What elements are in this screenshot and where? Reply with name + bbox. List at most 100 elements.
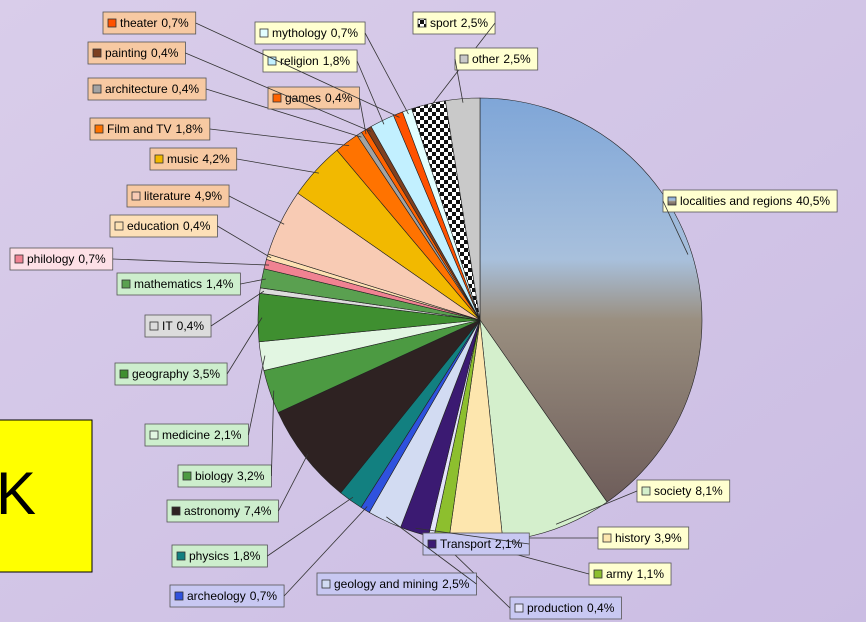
- value-label: 0,7%: [331, 26, 359, 40]
- label-text: geology and mining 2,5%: [334, 577, 470, 591]
- labels: localities and regions 40,5% society 8,1% hi…: [9, 11, 838, 620]
- value-label: 3,9%: [654, 531, 682, 545]
- slice-label: medicine 2,1%: [144, 423, 249, 447]
- label-text: music 4,2%: [167, 152, 230, 166]
- label-text: mythology 0,7%: [272, 26, 358, 40]
- legend-swatch: [417, 18, 427, 28]
- legend-swatch: [174, 591, 184, 601]
- legend-swatch: [14, 254, 24, 264]
- legend-swatch: [667, 196, 677, 206]
- category-name: mythology: [272, 26, 327, 40]
- leader-line: [415, 527, 530, 545]
- leader-line: [662, 200, 689, 255]
- label-text: society 8,1%: [654, 484, 723, 498]
- side-box: [0, 419, 93, 573]
- label-text: architecture 0,4%: [105, 82, 199, 96]
- legend-swatch: [154, 154, 164, 164]
- category-name: physics: [189, 549, 229, 563]
- label-text: philology 0,7%: [27, 252, 106, 266]
- legend-swatch: [602, 533, 612, 543]
- value-label: 8,1%: [695, 484, 723, 498]
- label-text: literature 4,9%: [144, 189, 222, 203]
- value-label: 2,5%: [461, 16, 489, 30]
- value-label: 0,4%: [587, 601, 615, 615]
- label-text: Transport 2,1%: [440, 537, 523, 551]
- legend-swatch: [94, 124, 104, 134]
- value-label: 1,8%: [233, 549, 261, 563]
- category-name: medicine: [162, 428, 210, 442]
- slice-label: history 3,9%: [597, 526, 690, 550]
- leader-line: [454, 58, 464, 103]
- legend-swatch: [92, 48, 102, 58]
- label-text: other 2,5%: [472, 52, 531, 66]
- value-label: 0,4%: [172, 82, 200, 96]
- slice-label: music 4,2%: [149, 147, 238, 171]
- slice-label: theater 0,7%: [102, 11, 197, 35]
- label-text: biology 3,2%: [195, 469, 265, 483]
- leader-line: [267, 496, 354, 557]
- label-text: medicine 2,1%: [162, 428, 242, 442]
- category-name: games: [285, 91, 321, 105]
- category-name: IT: [162, 319, 173, 333]
- legend-swatch: [119, 369, 129, 379]
- legend-swatch: [149, 430, 159, 440]
- leader-line: [217, 225, 272, 259]
- category-name: other: [472, 52, 499, 66]
- legend-swatch: [321, 579, 331, 589]
- leader-line: [209, 128, 350, 147]
- slice-label: biology 3,2%: [177, 464, 272, 488]
- slice-label: army 1,1%: [588, 562, 672, 586]
- value-label: 0,7%: [78, 252, 106, 266]
- legend-swatch: [131, 191, 141, 201]
- slice-label: IT 0,4%: [144, 314, 212, 338]
- label-text: localities and regions 40,5%: [680, 194, 830, 208]
- leader-line: [205, 88, 362, 138]
- leader-line: [185, 52, 371, 132]
- label-text: IT 0,4%: [162, 319, 204, 333]
- category-name: localities and regions: [680, 194, 792, 208]
- leader-line: [210, 290, 265, 327]
- legend-swatch: [149, 321, 159, 331]
- value-label: 40,5%: [796, 194, 830, 208]
- slice-label: painting 0,4%: [87, 41, 186, 65]
- leader-line: [358, 97, 367, 135]
- slice-label: other 2,5%: [454, 47, 539, 71]
- value-label: 2,5%: [442, 577, 470, 591]
- category-name: astronomy: [184, 504, 240, 518]
- value-label: 2,1%: [495, 537, 523, 551]
- pie-slice: [277, 319, 481, 494]
- category-name: geography: [132, 367, 189, 381]
- category-name: literature: [144, 189, 191, 203]
- value-label: 1,8%: [175, 122, 203, 136]
- leader-line: [270, 390, 275, 477]
- label-text: education 0,4%: [127, 219, 211, 233]
- value-label: 7,4%: [244, 504, 272, 518]
- label-text: games 0,4%: [285, 91, 353, 105]
- pie: [257, 97, 703, 543]
- label-text: theater 0,7%: [120, 16, 189, 30]
- slice-label: education 0,4%: [109, 214, 218, 238]
- slice-label: mythology 0,7%: [254, 21, 366, 45]
- category-name: sport: [430, 16, 457, 30]
- legend-swatch: [427, 539, 437, 549]
- value-label: 0,4%: [325, 91, 353, 105]
- category-name: theater: [120, 16, 157, 30]
- leader-line: [247, 355, 266, 436]
- value-label: 2,5%: [503, 52, 531, 66]
- side-text: K: [0, 460, 36, 527]
- category-name: philology: [27, 252, 74, 266]
- value-label: 1,4%: [206, 277, 234, 291]
- leader-line: [195, 22, 400, 118]
- pie-slice: [479, 97, 703, 503]
- slice-label: astronomy 7,4%: [166, 499, 279, 523]
- leader-line: [228, 195, 285, 225]
- slice-label: literature 4,9%: [126, 184, 230, 208]
- leader-line: [283, 506, 368, 597]
- category-name: Film and TV: [107, 122, 171, 136]
- label-text: archeology 0,7%: [187, 589, 277, 603]
- slice-label: localities and regions 40,5%: [662, 189, 838, 213]
- leader-line: [356, 60, 385, 125]
- category-name: religion: [280, 54, 319, 68]
- category-name: education: [127, 219, 179, 233]
